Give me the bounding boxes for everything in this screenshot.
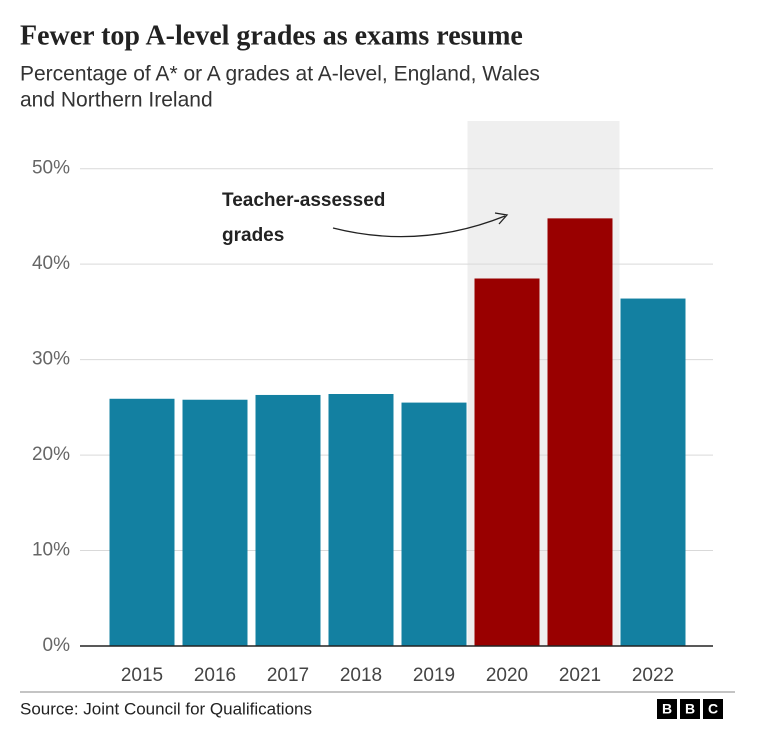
logo-box (680, 699, 700, 719)
x-tick-label: 2016 (194, 665, 236, 686)
y-tick-label: 20% (32, 444, 70, 465)
x-tick-label: 2019 (413, 665, 455, 686)
x-tick-label: 2021 (559, 665, 601, 686)
annotation-arrow (332, 215, 506, 238)
y-tick-label: 10% (32, 540, 70, 561)
x-tick-label: 2018 (340, 665, 382, 686)
bar (401, 402, 467, 646)
y-tick-label: 50% (32, 158, 70, 179)
bar (255, 394, 321, 646)
bar (182, 399, 248, 646)
annotation: Teacher-assessed (222, 190, 385, 211)
logo-letter: B (662, 701, 672, 717)
y-tick-label: 40% (32, 253, 70, 274)
source: Source: Joint Council for Qualifications (20, 699, 312, 718)
bar (109, 398, 175, 646)
bar (328, 394, 394, 646)
x-tick-label: 2022 (632, 665, 674, 686)
y-tick-label: 0% (43, 635, 71, 656)
logo-letter: B (685, 701, 695, 717)
bar (620, 298, 686, 646)
bar (547, 218, 613, 646)
x-tick-label: 2015 (121, 665, 163, 686)
chart-subtitle: and Northern Ireland (20, 89, 213, 112)
bar (474, 278, 540, 646)
logo-box (657, 699, 677, 719)
logo-letter: C (708, 701, 718, 717)
x-tick-label: 2017 (267, 665, 309, 686)
chart-title: Fewer top A-level grades as exams resume (20, 20, 523, 51)
annotation-arrowhead (494, 212, 509, 225)
logo-box (703, 699, 723, 719)
chart-subtitle: Percentage of A* or A grades at A-level,… (20, 63, 540, 86)
x-tick-label: 2020 (486, 665, 528, 686)
y-tick-label: 30% (32, 349, 70, 370)
annotation: grades (222, 225, 284, 246)
